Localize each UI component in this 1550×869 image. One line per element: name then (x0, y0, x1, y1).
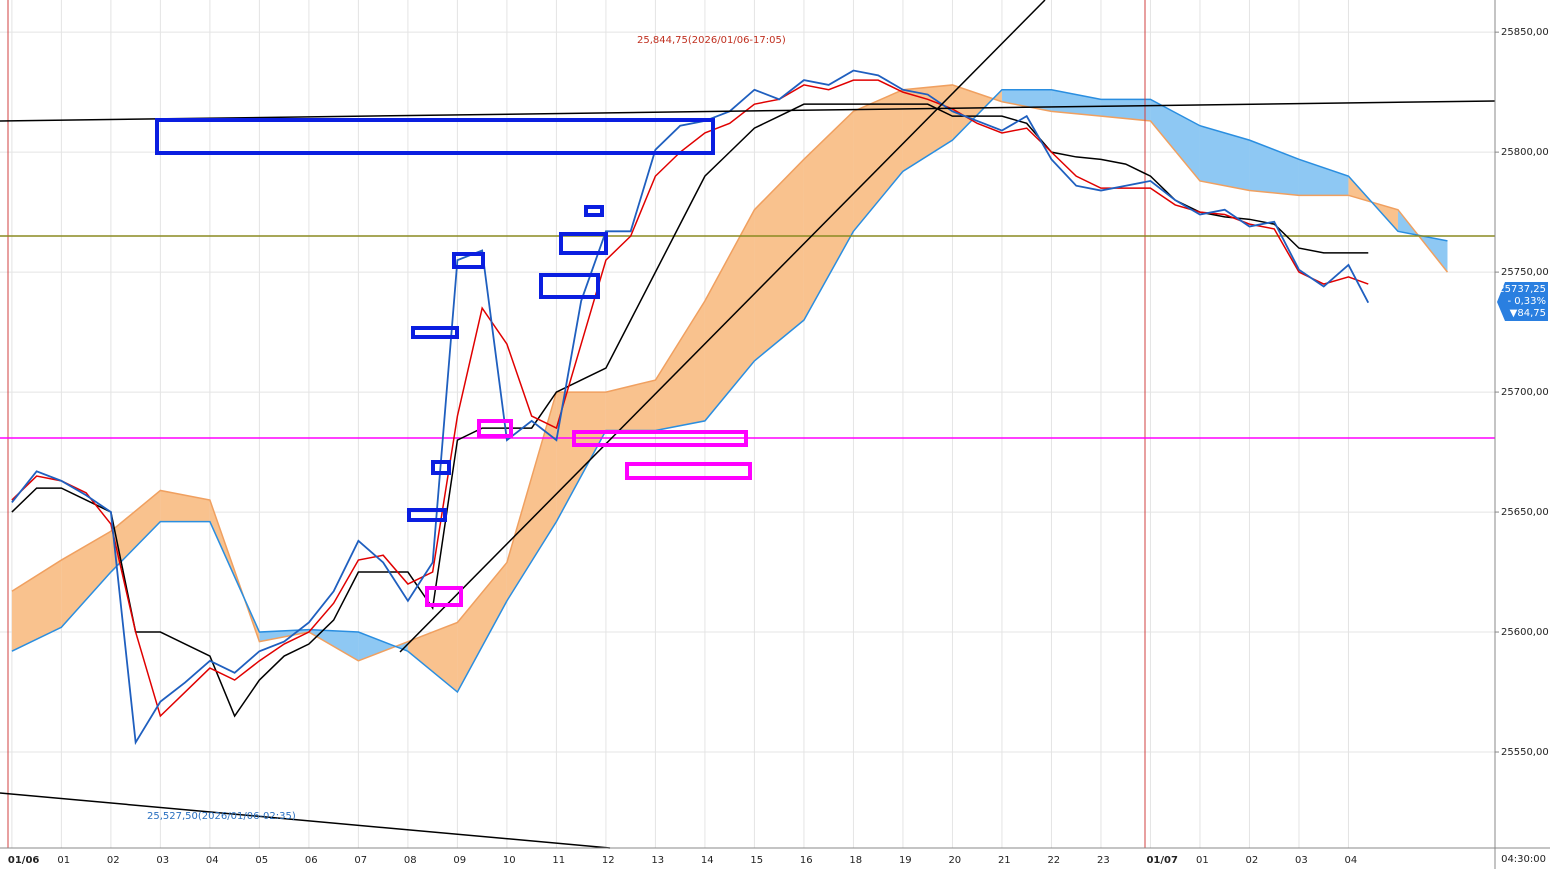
x-tick-label: 02 (107, 855, 120, 866)
cloud-segment (110, 490, 161, 573)
cloud-segment (1249, 140, 1299, 196)
box (407, 508, 447, 522)
cloud-segment (853, 89, 903, 232)
cloud-segment (11, 560, 62, 652)
y-tick-label: 25600,00 (1501, 627, 1549, 638)
x-tick-label: 03 (1295, 855, 1308, 866)
y-tick-label: 25750,00 (1501, 267, 1549, 278)
ticks: 25550,00 25600,00 25650,00 25700,00 25750,00… (8, 27, 1549, 866)
box (425, 586, 463, 607)
x-tick-label: 04 (1344, 855, 1357, 866)
x-tick-label: 14 (701, 855, 714, 866)
box (477, 419, 513, 438)
x-tick-label: 18 (849, 855, 862, 866)
cloud-segment (358, 632, 408, 661)
x-tick-label: 11 (552, 855, 565, 866)
cloud-segment (61, 531, 111, 628)
x-tick-label: 16 (800, 855, 813, 866)
cloud-segment (1298, 159, 1349, 196)
cloud-segment (1199, 125, 1250, 191)
x-tick-label: 19 (899, 855, 912, 866)
x-tick-label: 01 (1196, 855, 1209, 866)
x-tick-label: 13 (651, 855, 664, 866)
box (584, 205, 604, 217)
y-tick-label: 25850,00 (1501, 27, 1549, 38)
box (431, 460, 451, 475)
x-tick-label: 07 (354, 855, 367, 866)
series-line (11, 79, 1369, 718)
x-tick-label: 03 (156, 855, 169, 866)
cloud-segment (407, 622, 458, 693)
cloud (11, 84, 1449, 694)
y-tick-label: 25700,00 (1501, 387, 1549, 398)
time-label: 04:30:00 (1501, 854, 1546, 865)
x-tick-label: 01 (57, 855, 70, 866)
price-text: ▼84,75 (1510, 308, 1546, 319)
x-tick-label: 02 (1245, 855, 1258, 866)
cloud-segment (1100, 99, 1151, 121)
x-tick-label: 20 (948, 855, 961, 866)
trend-line (0, 792, 611, 849)
box (452, 252, 485, 269)
drawings (0, 0, 1496, 849)
cloud-segment (803, 111, 854, 321)
y-tick-label: 25650,00 (1501, 507, 1549, 518)
cloud-segment (1051, 89, 1101, 117)
cloud-edge (11, 84, 1449, 662)
box (539, 273, 600, 299)
x-tick-label: 08 (404, 855, 417, 866)
x-tick-label: 05 (255, 855, 268, 866)
price-box (1497, 282, 1548, 321)
indicator-lines (11, 69, 1370, 746)
cloud-edge (11, 88, 1448, 694)
x-tick-label: 01/07 (1146, 855, 1178, 866)
low-annotation: 25,527,50(2026/01/06-02:35) (147, 811, 296, 822)
price-text: 25737,25 (1498, 284, 1546, 295)
cloud-segment (655, 300, 705, 431)
y-tick-label: 25550,00 (1501, 747, 1549, 758)
cloud-segment (506, 392, 557, 601)
x-tick-label: 15 (750, 855, 763, 866)
x-tick-label: 04 (206, 855, 219, 866)
high-annotation: 25,844,75(2026/01/06-17:05) (637, 35, 786, 46)
cloud-segment (952, 84, 1002, 141)
y-tick-label: 25800,00 (1501, 147, 1549, 158)
cloud-segment (556, 392, 606, 522)
box (155, 118, 715, 155)
cloud-segment (1001, 89, 1052, 112)
x-tick-label: 06 (305, 855, 318, 866)
x-tick-label: 09 (453, 855, 466, 866)
series-line (11, 69, 1370, 746)
price-text: - 0,33% (1507, 296, 1546, 307)
box (411, 326, 459, 339)
cloud-segment (457, 562, 507, 693)
box (572, 430, 748, 447)
cloud-segment (605, 380, 656, 431)
cloud-segment (704, 209, 755, 421)
x-tick-label: 22 (1047, 855, 1060, 866)
series-line (11, 103, 1369, 718)
box (559, 232, 608, 255)
box (625, 462, 752, 480)
x-tick-label: 01/06 (8, 855, 40, 866)
x-tick-label: 12 (602, 855, 615, 866)
x-tick-label: 10 (503, 855, 516, 866)
cloud-segment (754, 159, 804, 361)
x-tick-label: 23 (1097, 855, 1110, 866)
x-tick-label: 21 (998, 855, 1011, 866)
trend-line (0, 100, 1496, 122)
